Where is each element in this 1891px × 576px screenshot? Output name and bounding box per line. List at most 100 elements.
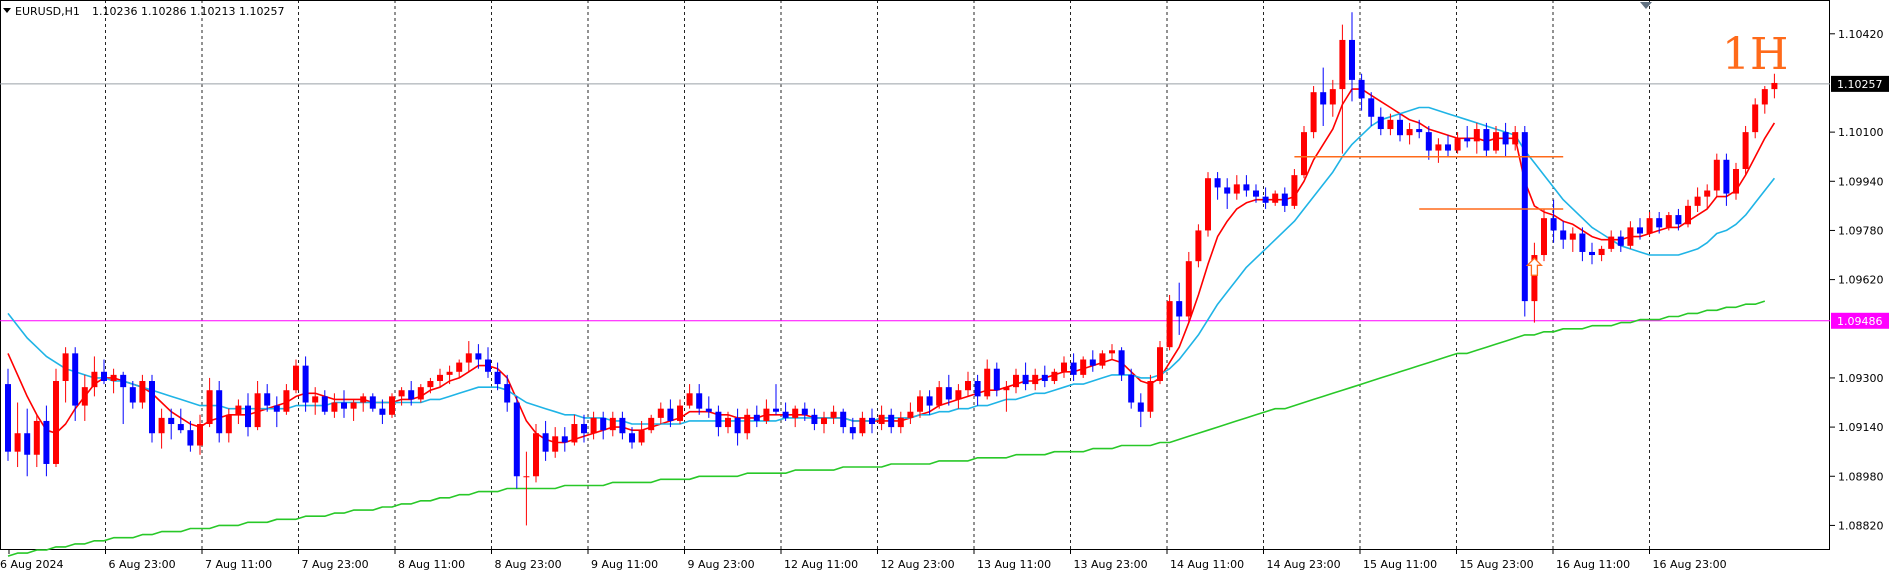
candle-body <box>533 433 539 477</box>
candle <box>1339 24 1346 154</box>
time-tick-label: 8 Aug 11:00 <box>398 558 465 571</box>
candle-body <box>446 371 453 375</box>
candle <box>1473 122 1480 154</box>
candle-body <box>43 420 50 464</box>
candle <box>1771 73 1778 99</box>
candle-body <box>1761 89 1768 105</box>
candle-body <box>149 381 155 434</box>
menu-triangle-icon[interactable] <box>3 8 11 13</box>
candle-body <box>293 365 299 391</box>
price-tick-label: 1.09780 <box>1838 224 1884 237</box>
candle-body <box>81 387 88 406</box>
candle-body <box>283 390 290 412</box>
candle <box>53 368 59 468</box>
candle-body <box>1099 353 1106 366</box>
candle <box>830 405 837 425</box>
candle <box>5 368 11 461</box>
candle <box>273 396 280 428</box>
candle-body <box>897 417 904 428</box>
candle-body <box>657 408 664 418</box>
candle-body <box>782 411 789 418</box>
time-tick-label: 6 Aug 2024 <box>0 558 63 571</box>
candle <box>677 399 683 425</box>
candle-body <box>609 417 616 431</box>
chart-shift-marker-icon[interactable] <box>1640 2 1652 9</box>
candle <box>955 384 962 409</box>
candle <box>1685 199 1691 228</box>
candle <box>1387 113 1394 136</box>
candle <box>139 374 146 409</box>
candle <box>849 417 856 440</box>
candle-body <box>792 408 799 418</box>
time-tick-label: 16 Aug 23:00 <box>1653 558 1727 571</box>
candle <box>360 393 367 412</box>
candle-body <box>523 476 530 478</box>
candle <box>1435 138 1442 163</box>
candle-body <box>1262 196 1269 203</box>
candle <box>1569 227 1576 252</box>
candle-body <box>1185 261 1192 317</box>
price-tick-label: 1.09140 <box>1838 421 1884 434</box>
candle <box>859 411 866 437</box>
candle <box>456 359 463 378</box>
candle <box>341 390 347 418</box>
candles <box>5 12 1778 526</box>
candle <box>533 424 539 483</box>
candle <box>917 390 923 418</box>
candle-body <box>984 368 991 397</box>
candle <box>801 402 808 421</box>
candle <box>1041 365 1048 388</box>
candle-body <box>120 374 127 388</box>
candle <box>379 399 386 425</box>
candle-body <box>302 365 309 403</box>
current-price-tag <box>1831 75 1889 92</box>
candle <box>350 399 357 421</box>
candle-body <box>849 427 856 434</box>
candle <box>1617 230 1624 252</box>
candle <box>1329 79 1336 117</box>
candle <box>216 381 223 443</box>
arrow-up-icon <box>1525 257 1543 276</box>
candle <box>437 368 443 388</box>
candle <box>715 405 722 437</box>
candle-body <box>1243 184 1250 191</box>
candle-body <box>945 387 952 400</box>
candle <box>945 374 952 406</box>
time-tick-label: 15 Aug 11:00 <box>1363 558 1437 571</box>
candle <box>408 381 415 406</box>
candle <box>110 368 117 394</box>
candle-body <box>1454 138 1461 151</box>
candle-body <box>1541 218 1547 256</box>
candle-body <box>206 390 213 425</box>
candle <box>206 377 213 428</box>
support-price-label: 1.09486 <box>1837 315 1883 328</box>
candle-body <box>869 417 875 425</box>
candle <box>744 408 751 440</box>
candle-body <box>1070 362 1077 375</box>
candle <box>1627 221 1634 249</box>
candle-body <box>33 420 40 455</box>
candle <box>1589 242 1595 265</box>
candle <box>1128 368 1135 409</box>
candle <box>254 381 261 431</box>
candle-body <box>734 417 741 434</box>
candle-body <box>465 353 472 363</box>
candle-body <box>571 424 578 443</box>
candle <box>1694 187 1701 213</box>
candle-body <box>14 433 21 452</box>
candle <box>1445 135 1451 157</box>
candle-body <box>408 390 415 400</box>
candle <box>571 414 578 446</box>
candle-body <box>225 414 232 434</box>
candle-body <box>273 405 280 412</box>
candle <box>1281 187 1288 213</box>
plot-frame <box>0 0 1830 550</box>
candle-body <box>1416 129 1423 133</box>
candle <box>513 396 520 489</box>
candle-body <box>331 402 338 412</box>
candle-body <box>753 414 760 421</box>
candle-body <box>312 396 319 403</box>
candle <box>638 420 645 446</box>
